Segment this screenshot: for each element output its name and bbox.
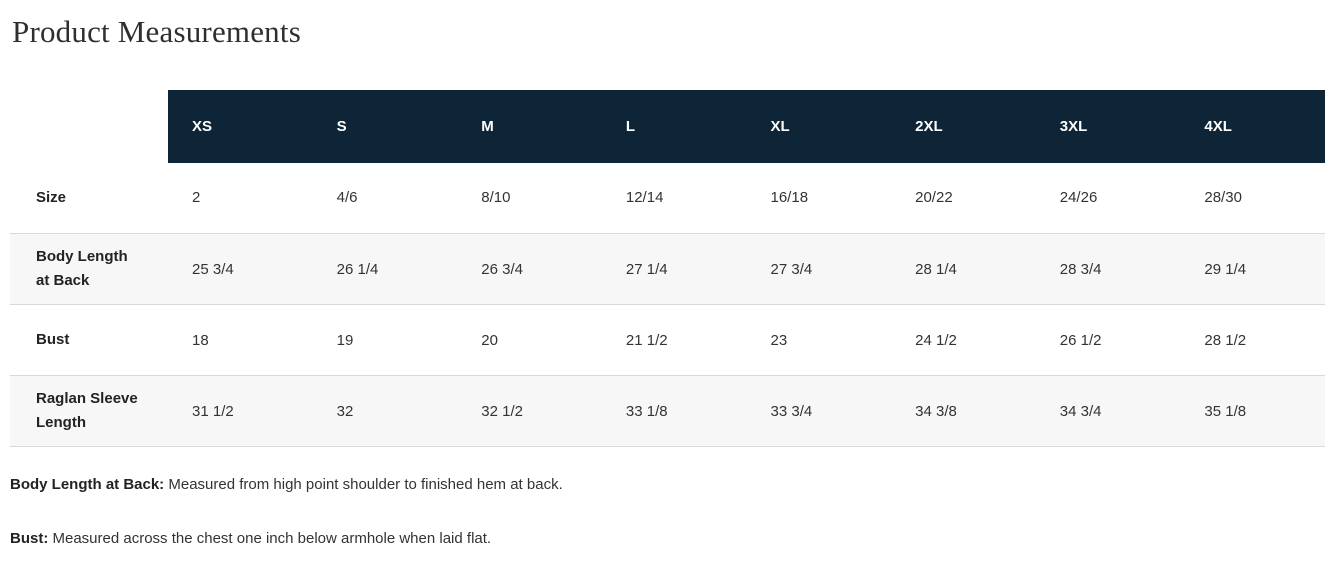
row-label: Raglan Sleeve Length — [36, 390, 138, 432]
column-header-xl: XL — [746, 89, 892, 163]
table-row: Body Length at Back 25 3/4 26 1/4 26 3/4 27 … — [10, 233, 1325, 305]
measurement-cell: 32 — [336, 402, 354, 420]
column-header-2xl: 2XL — [891, 89, 1036, 163]
measurement-cell: 31 1/2 — [192, 402, 234, 420]
table-body: Size 2 4/6 8/10 12/14 16/18 20/22 24/26 28/30 Bod… — [10, 163, 1325, 447]
footnote-definition: Measured from high point shoulder to fin… — [168, 476, 563, 494]
measurement-cell: 33 1/8 — [625, 402, 668, 420]
footnote-term: Body Length at Back: — [10, 476, 165, 494]
table-row: Bust 18 19 20 21 1/2 23 24 1/2 26 1/2 28 1/2 — [10, 305, 1325, 376]
table-row: Raglan Sleeve Length 31 1/2 32 32 1/2 33 1/8… — [10, 375, 1325, 447]
measurement-cell: 33 3/4 — [770, 402, 813, 420]
footnote-body-length: Body Length at Back: Measured from high … — [10, 473, 1325, 497]
row-label: Size — [36, 188, 67, 206]
measurement-cell: 34 3/4 — [1059, 402, 1102, 420]
header-row: XS S M L XL 2XL 3XL 4XL — [10, 89, 1325, 163]
table-header: XS S M L XL 2XL 3XL 4XL — [10, 89, 1325, 163]
measurement-cell: 24 1/2 — [915, 331, 957, 349]
measurement-cell: 29 1/4 — [1204, 260, 1247, 278]
measurement-cell: 4/6 — [336, 189, 358, 207]
column-header-m: M — [457, 89, 602, 163]
table-row: Size 2 4/6 8/10 12/14 16/18 20/22 24/26 28/30 — [10, 163, 1325, 234]
measurement-cell: 34 3/8 — [915, 402, 957, 420]
column-header-3xl: 3XL — [1035, 89, 1181, 163]
measurement-cell: 35 1/8 — [1204, 402, 1247, 420]
measurement-cell: 23 — [770, 331, 788, 349]
row-label: Body Length at Back — [36, 248, 128, 290]
measurement-cell: 26 1/4 — [336, 260, 379, 278]
measurement-cell: 28/30 — [1204, 189, 1242, 207]
measurement-cell: 25 3/4 — [192, 260, 234, 278]
measurement-cell: 12/14 — [625, 189, 664, 207]
measurement-cell: 24/26 — [1059, 189, 1098, 207]
measurement-cell: 28 1/4 — [915, 260, 957, 278]
footnote-term: Bust: — [10, 530, 49, 548]
product-measurements-section: Product Measurements XS S M L XL 2XL 3XL 4XL Si… — [0, 14, 1344, 551]
measurement-cell: 32 1/2 — [481, 402, 523, 420]
measurement-cell: 16/18 — [770, 189, 809, 207]
measurement-cell: 20/22 — [915, 189, 953, 207]
measurement-cell: 18 — [192, 331, 209, 349]
column-header-xs: XS — [168, 89, 313, 163]
measurement-cell: 21 1/2 — [625, 331, 668, 349]
measurement-cell: 2 — [192, 189, 201, 207]
column-header-s: S — [312, 89, 458, 163]
measurement-cell: 28 1/2 — [1204, 331, 1247, 349]
footnote-definition: Measured across the chest one inch below… — [52, 530, 492, 548]
measurement-cell: 28 3/4 — [1059, 260, 1102, 278]
measurement-cell: 20 — [481, 331, 498, 349]
measurement-cell: 27 1/4 — [625, 260, 668, 278]
measurement-cell: 27 3/4 — [770, 260, 813, 278]
measurement-cell: 8/10 — [481, 189, 511, 207]
measurement-cell: 19 — [336, 331, 354, 349]
measurements-table: XS S M L XL 2XL 3XL 4XL Size 2 4/6 8/10 12/14 16/18 2… — [10, 89, 1325, 448]
page-title: Product Measurements — [12, 14, 301, 49]
footnote-bust: Bust: Measured across the chest one inch… — [10, 527, 1325, 551]
column-header-4xl: 4XL — [1180, 89, 1325, 163]
footnotes: Body Length at Back: Measured from high … — [10, 473, 1325, 551]
measurement-cell: 26 1/2 — [1059, 331, 1102, 349]
column-header-l: L — [601, 89, 747, 163]
row-label: Bust — [36, 331, 70, 349]
measurement-cell: 26 3/4 — [481, 260, 523, 278]
table-corner-cell — [10, 90, 168, 163]
